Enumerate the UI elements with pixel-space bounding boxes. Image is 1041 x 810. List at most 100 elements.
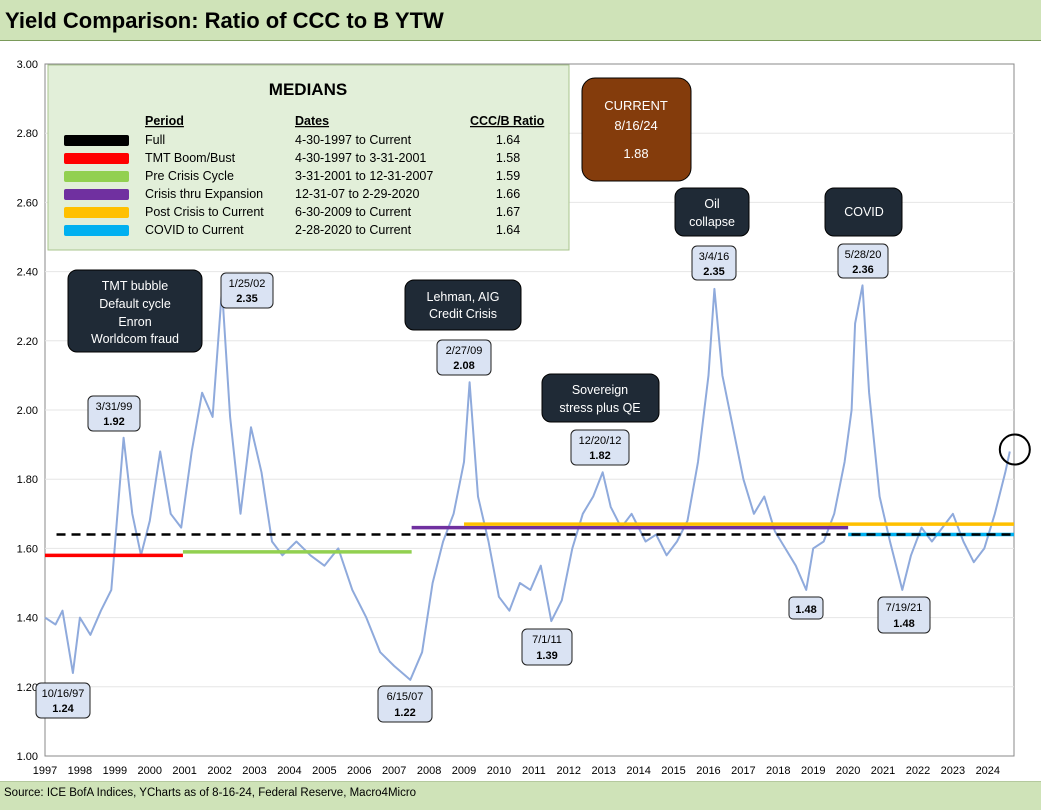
event-box xyxy=(541,373,660,423)
point-label-box xyxy=(570,429,630,466)
medians-header-period: Period xyxy=(145,114,184,128)
median-period: TMT Boom/Bust xyxy=(145,151,236,165)
point-label: 5/28/20 2.36 xyxy=(837,243,889,279)
point-label-box xyxy=(377,685,433,723)
medians-heading: MEDIANS xyxy=(269,80,347,99)
y-tick-label: 2.40 xyxy=(17,267,38,279)
x-tick-label: 2023 xyxy=(941,765,965,777)
current-date: 8/16/24 xyxy=(614,118,657,133)
event-annotation-tmt: TMT bubble Default cycle Enron Worldcom … xyxy=(67,269,203,353)
median-swatch xyxy=(64,171,129,182)
chart-title: Yield Comparison: Ratio of CCC to B YTW xyxy=(5,8,444,33)
x-tick-label: 2010 xyxy=(487,765,511,777)
event-annotation-lehman: Lehman, AIG Credit Crisis xyxy=(404,279,522,331)
point-label-value: 2.36 xyxy=(852,264,873,276)
y-tick-label: 2.80 xyxy=(17,128,38,140)
current-label: CURRENT xyxy=(604,98,668,113)
event-box xyxy=(674,187,750,237)
y-axis: 1.00 1.20 1.40 1.60 1.80 2.00 2.20 2.40 2.60 2.80… xyxy=(17,59,38,763)
x-tick-label: 2004 xyxy=(277,765,301,777)
event-annotation-sovereign: Sovereign stress plus QE xyxy=(541,373,660,423)
median-lines xyxy=(45,522,1014,558)
point-label: 7/19/21 1.48 xyxy=(877,596,931,634)
point-label: 1.48 xyxy=(788,596,824,620)
y-tick-label: 1.40 xyxy=(17,613,38,625)
point-label-box xyxy=(877,596,931,634)
event-text: TMT bubble xyxy=(102,279,169,293)
y-tick-label: 1.80 xyxy=(17,474,38,486)
median-dates: 4-30-1997 to Current xyxy=(295,133,412,147)
point-label-value: 2.35 xyxy=(703,266,724,278)
point-label-box xyxy=(837,243,889,279)
median-ratio: 1.67 xyxy=(496,205,520,219)
event-text: Enron xyxy=(118,315,151,329)
current-value: 1.88 xyxy=(623,146,648,161)
point-label-box xyxy=(521,628,573,666)
event-text: Lehman, AIG xyxy=(427,290,500,304)
point-label-value: 1.22 xyxy=(394,707,415,719)
median-swatch xyxy=(64,189,129,200)
median-period: Crisis thru Expansion xyxy=(145,187,263,201)
point-label-date: 2/27/09 xyxy=(446,345,483,357)
medians-box: MEDIANS Period Dates CCC/B Ratio Full 4-3… xyxy=(47,64,570,251)
point-label-date: 3/4/16 xyxy=(699,251,730,263)
point-label: 7/1/11 1.39 xyxy=(521,628,573,666)
point-label-value: 2.08 xyxy=(453,360,474,372)
point-label: 3/4/16 2.35 xyxy=(691,245,737,281)
median-ratio: 1.64 xyxy=(496,223,520,237)
event-box xyxy=(404,279,522,331)
x-tick-label: 2021 xyxy=(871,765,895,777)
median-period: Full xyxy=(145,133,165,147)
point-label-value: 1.48 xyxy=(795,604,816,616)
median-ratio: 1.59 xyxy=(496,169,520,183)
y-tick-label: 2.00 xyxy=(17,405,38,417)
event-text: collapse xyxy=(689,215,735,229)
source-note: Source: ICE BofA Indices, YCharts as of … xyxy=(4,787,417,799)
x-tick-label: 2000 xyxy=(138,765,162,777)
y-tick-label: 1.00 xyxy=(17,751,38,763)
x-tick-label: 2013 xyxy=(591,765,615,777)
point-label-box xyxy=(436,339,492,376)
median-swatch xyxy=(64,207,129,218)
current-box: CURRENT 8/16/24 1.88 xyxy=(581,77,692,182)
x-tick-label: 2001 xyxy=(172,765,196,777)
medians-header-ratio: CCC/B Ratio xyxy=(470,114,545,128)
x-tick-label: 1998 xyxy=(68,765,92,777)
median-period: Post Crisis to Current xyxy=(145,205,264,219)
median-swatch xyxy=(64,135,129,146)
point-label-box xyxy=(691,245,737,281)
point-label-value: 1.92 xyxy=(103,416,124,428)
x-tick-label: 1999 xyxy=(103,765,127,777)
x-tick-label: 2008 xyxy=(417,765,441,777)
x-tick-label: 2014 xyxy=(626,765,650,777)
point-label-date: 6/15/07 xyxy=(387,691,424,703)
median-period: COVID to Current xyxy=(145,223,244,237)
medians-rows: Full 4-30-1997 to Current 1.64 TMT Boom/Bus… xyxy=(64,133,520,237)
point-label: 3/31/99 1.92 xyxy=(87,395,141,432)
event-text: Credit Crisis xyxy=(429,307,497,321)
event-annotation-covid: COVID xyxy=(824,187,903,237)
event-text: stress plus QE xyxy=(559,401,640,415)
y-tick-label: 2.20 xyxy=(17,336,38,348)
point-label-date: 12/20/12 xyxy=(579,435,622,447)
x-tick-label: 2009 xyxy=(452,765,476,777)
x-tick-label: 2020 xyxy=(836,765,860,777)
median-swatch xyxy=(64,153,129,164)
event-text: Worldcom fraud xyxy=(91,332,179,346)
current-point-marker xyxy=(998,433,1031,466)
current-panel xyxy=(581,77,692,182)
point-label-date: 7/19/21 xyxy=(886,602,923,614)
x-tick-label: 2022 xyxy=(906,765,930,777)
x-tick-label: 2012 xyxy=(557,765,581,777)
median-ratio: 1.58 xyxy=(496,151,520,165)
event-box xyxy=(67,269,203,353)
median-dates: 4-30-1997 to 3-31-2001 xyxy=(295,151,426,165)
x-tick-label: 1997 xyxy=(33,765,57,777)
x-tick-label: 2017 xyxy=(731,765,755,777)
x-tick-label: 2015 xyxy=(661,765,685,777)
point-label: 12/20/12 1.82 xyxy=(570,429,630,466)
point-label-value: 1.82 xyxy=(589,450,610,462)
point-label-box xyxy=(87,395,141,432)
point-label-date: 3/31/99 xyxy=(96,401,133,413)
